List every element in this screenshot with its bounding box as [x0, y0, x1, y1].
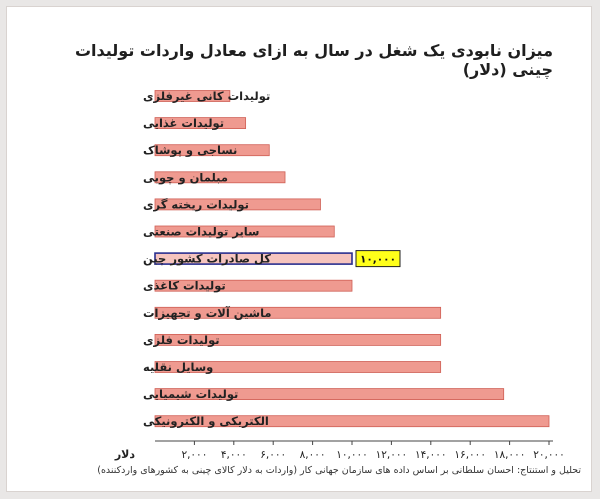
- category-label: تولیدات شیمیایی: [143, 387, 238, 402]
- x-tick-label: ۱۶,۰۰۰: [454, 449, 486, 461]
- category-label: تولیدات فلزی: [143, 333, 220, 348]
- bar-chart: ۲,۰۰۰ ۴,۰۰۰ ۶,۰۰۰ ۸,۰۰۰ ۱۰,۰۰۰ ۱۲,۰۰۰ ۱۴,۰۰۰ ۱۶…: [114, 89, 565, 461]
- chart-frame: میزان نابودی یک شغل در سال به ازای معادل…: [6, 6, 592, 492]
- x-tick-label: ۲,۰۰۰: [181, 449, 207, 461]
- bar: [154, 117, 247, 129]
- category-label: سایر تولیدات صنعتی: [143, 225, 259, 240]
- x-tick-label: ۴,۰۰۰: [221, 449, 247, 461]
- bar: [154, 90, 231, 102]
- bar: [154, 225, 335, 238]
- bar: [154, 361, 442, 373]
- category-label: تولیدات غذایی: [143, 116, 224, 131]
- x-tick-label: ۶,۰۰۰: [260, 449, 286, 461]
- x-tick-label: ۱۸,۰۰۰: [494, 449, 526, 461]
- category-label: الکتریکی و الکترونیکی: [143, 414, 269, 429]
- bar: [154, 415, 550, 428]
- bar: [154, 306, 442, 319]
- x-tick-label: ۱۰,۰۰۰: [336, 449, 368, 461]
- bar: [154, 333, 442, 346]
- category-label: تولیدات کاغذی: [143, 279, 226, 294]
- category-label: مبلمان و چوبی: [143, 170, 228, 185]
- category-label: کل صادرات کشور چین: [143, 252, 271, 267]
- bar: [154, 171, 286, 184]
- highlight-value-box: [355, 250, 401, 268]
- bar: [154, 388, 505, 401]
- x-tick-label: ۱۴,۰۰۰: [415, 449, 447, 461]
- highlight-value-label: ۱۰,۰۰۰: [360, 254, 396, 266]
- bar: [154, 198, 321, 211]
- category-label: نساجی و پوشاک: [143, 143, 237, 158]
- x-tick-label: ۲۰,۰۰۰: [533, 449, 565, 461]
- bar: [154, 279, 353, 292]
- source-note: تحلیل و استنتاج: احسان سلطانی بر اساس دا…: [97, 465, 581, 476]
- category-label: وسایل نقلیه: [143, 360, 213, 375]
- category-label: ماشین آلات و تجهیزات: [143, 306, 272, 321]
- x-tick-label: ۱۲,۰۰۰: [376, 449, 408, 461]
- category-label: تولیدات کانی غیرفلزی: [143, 89, 270, 104]
- chart-title: میزان نابودی یک شغل در سال به ازای معادل…: [74, 41, 553, 79]
- category-label: تولیدات ریخته گری: [143, 197, 249, 212]
- x-axis-label: دلار: [114, 448, 136, 461]
- bar-highlight: [154, 252, 353, 265]
- x-tick-label: ۸,۰۰۰: [300, 449, 326, 461]
- bar: [154, 144, 270, 157]
